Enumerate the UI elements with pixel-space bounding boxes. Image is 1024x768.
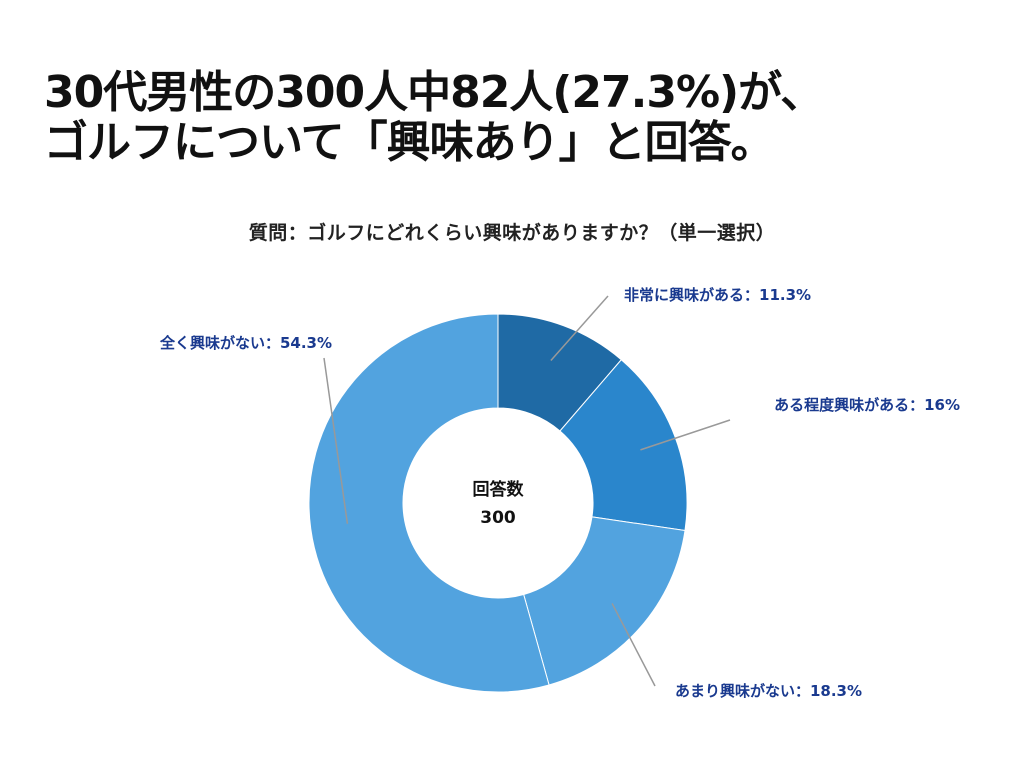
donut-slice-3: [523, 516, 686, 686]
slice-label-4: 全く興味がない：54.3%: [159, 334, 332, 352]
slice-label-2: ある程度興味がある：16%: [774, 396, 960, 414]
leader-lines: [323, 295, 731, 687]
leader-line-1: [550, 295, 609, 361]
leader-line-2: [640, 419, 731, 451]
chart-subtitle: 質問：ゴルフにどれくらい興味がありますか？（単一選択）: [248, 222, 776, 244]
leader-line-3: [611, 603, 656, 687]
center-value: 300: [480, 508, 516, 528]
slice-labels: 非常に興味がある：11.3% ある程度興味がある：16% あまり興味がない：18.3…: [159, 286, 960, 700]
slice-label-3: あまり興味がない：18.3%: [675, 682, 862, 700]
page-title: 30代男性の300人中82人(27.3%)が、 ゴルフについて「興味あり」と回答…: [44, 68, 994, 168]
leader-line-4: [323, 357, 349, 524]
headline-line-1: 30代男性の300人中82人(27.3%)が、: [44, 67, 824, 118]
donut-slice-2: [559, 359, 688, 532]
slice-label-1: 非常に興味がある：11.3%: [624, 286, 811, 304]
donut-slice-4: [308, 313, 550, 693]
headline-line-2: ゴルフについて「興味あり」と回答。: [44, 117, 775, 168]
center-label: 回答数: [473, 479, 525, 500]
donut-slices: [308, 313, 688, 693]
